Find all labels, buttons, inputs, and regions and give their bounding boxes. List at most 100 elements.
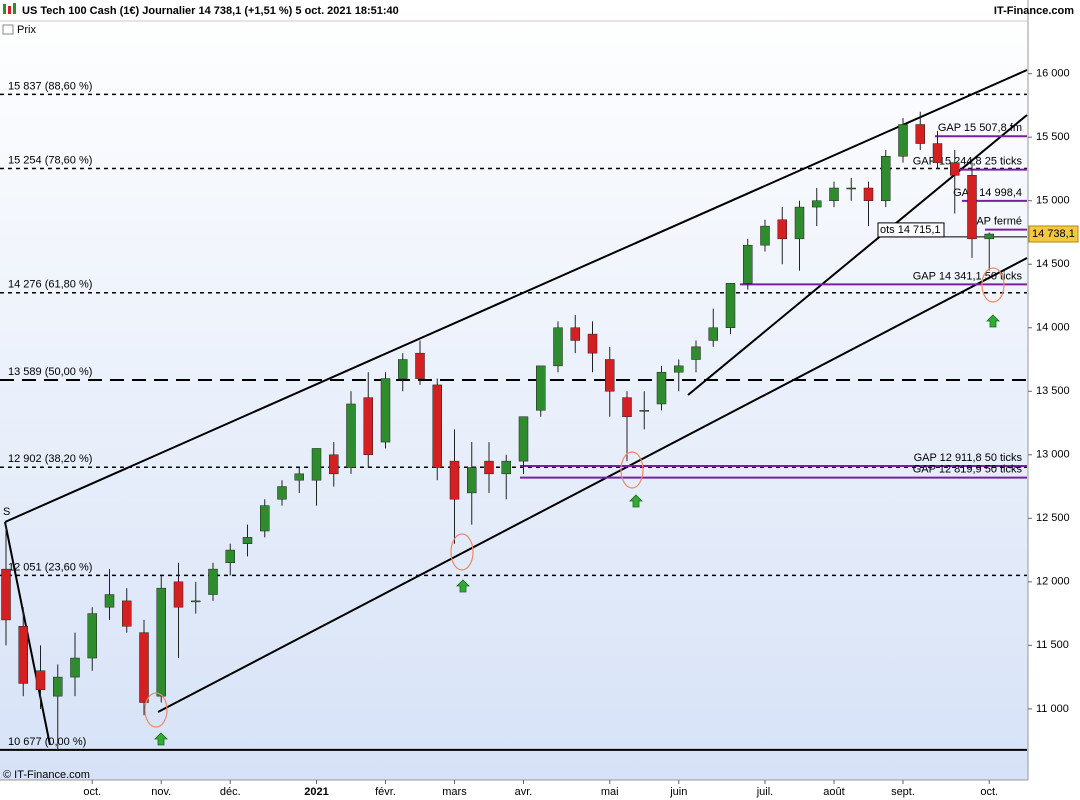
y-tick-label: 15 000: [1036, 195, 1070, 207]
candle-body: [708, 327, 718, 341]
candle-body: [311, 448, 322, 481]
highlight-ellipse: [450, 533, 474, 571]
last-price-box: [1028, 225, 1079, 243]
candle-body: [639, 410, 649, 412]
x-tick-label: oct.: [83, 786, 101, 798]
candle-body: [53, 676, 63, 697]
y-tick-label: 11 500: [1036, 639, 1069, 651]
x-tick-label: déc.: [220, 786, 241, 798]
candle-body: [173, 581, 184, 608]
candle-body: [605, 359, 615, 392]
highlight-ellipse: [981, 267, 1005, 303]
candle-body: [398, 359, 408, 379]
candle-body: [380, 378, 391, 443]
candle-body: [242, 537, 253, 544]
x-tick-label: août: [823, 786, 844, 798]
y-tick-label: 13 000: [1036, 449, 1070, 461]
trend-line: [157, 257, 1028, 713]
x-tick-label: avr.: [515, 786, 533, 798]
candle-body: [932, 143, 943, 163]
x-tick-label: mars: [442, 786, 467, 798]
level-label: 15 254 (78,60 %): [8, 154, 92, 166]
candle-body: [18, 626, 28, 684]
last-price-label: 14 738,1: [1032, 228, 1075, 240]
y-tick-label: 15 500: [1036, 131, 1070, 143]
support-box: [877, 222, 945, 238]
candle-body: [553, 327, 563, 367]
y-tick-label: 11 000: [1036, 703, 1069, 715]
y-tick-label: 12 000: [1036, 576, 1070, 588]
candle-body: [467, 467, 477, 494]
arrows: [154, 314, 1000, 746]
up-arrow: [629, 494, 643, 508]
candle-body: [449, 460, 460, 500]
up-arrow: [456, 579, 470, 593]
level-label: 12 902 (38,20 %): [8, 453, 92, 465]
axis-background: [1028, 0, 1080, 800]
level-label: 15 837 (88,60 %): [8, 80, 92, 92]
candle-body: [104, 594, 115, 608]
x-tick-label: juin: [669, 786, 687, 798]
candle-body: [87, 613, 97, 659]
support-label: ots 14 715,1: [880, 224, 941, 236]
trend-line: [4, 69, 1028, 523]
legend-label: Prix: [17, 24, 36, 36]
candle-body: [950, 162, 960, 176]
candle-body: [967, 175, 977, 240]
candle-body: [329, 454, 339, 475]
candle-body: [277, 486, 287, 500]
candle-body: [432, 384, 442, 468]
trend-lines: [4, 69, 1028, 746]
candle-body: [346, 403, 356, 468]
y-tick-label: 16 000: [1036, 68, 1070, 80]
candle-body: [536, 365, 546, 411]
candle-body: [656, 371, 667, 405]
gap-label: GAP 12 911,8 50 ticks: [914, 452, 1023, 464]
up-arrow: [986, 314, 1000, 328]
candle-body: [1, 568, 11, 621]
gap-label: GAP 15 507,8 fm: [938, 122, 1022, 134]
candle-body: [484, 460, 494, 475]
candle-body: [570, 327, 580, 341]
candle-body: [812, 200, 822, 208]
candle-body: [208, 568, 218, 595]
gap-label: GAP 14 998,4: [953, 187, 1022, 199]
level-label: 14 276 (61,80 %): [8, 279, 92, 291]
level-label: 12 051 (23,60 %): [8, 561, 92, 573]
highlight-ellipse: [144, 692, 168, 728]
candle-body: [984, 233, 994, 240]
candle-body: [70, 657, 80, 678]
gap-label: GAP 15 244,8 25 ticks: [913, 156, 1023, 168]
candle-body: [518, 416, 529, 462]
footer: © IT-Finance.com: [3, 769, 90, 781]
candle-body: [622, 397, 632, 417]
x-tick-label: juil.: [756, 786, 774, 798]
candle-body: [260, 505, 270, 532]
candle-body: [915, 124, 925, 144]
highlights: [144, 267, 1005, 728]
up-arrow: [154, 732, 168, 746]
candle-body: [691, 346, 701, 360]
candle-body: [760, 225, 770, 246]
candle-body: [35, 670, 46, 691]
candle-body: [743, 244, 753, 284]
candle-body: [881, 156, 891, 201]
x-tick-label: sept.: [891, 786, 915, 798]
title-icon: [13, 3, 16, 14]
candle-body: [829, 187, 839, 201]
candle-body: [501, 460, 511, 475]
candle-body: [587, 333, 598, 354]
y-tick-label: 14 000: [1036, 322, 1070, 334]
trend-line: [687, 114, 1028, 396]
candle-body: [363, 397, 373, 456]
x-tick-label: févr.: [375, 786, 396, 798]
level-label: 10 677 (0,00 %): [8, 736, 86, 748]
highlight-ellipse: [620, 451, 644, 489]
candle-body: [674, 365, 684, 373]
candle-body: [225, 549, 235, 564]
gap-label: GAP 12 819,9 50 ticks: [913, 464, 1023, 476]
candle-body: [122, 600, 132, 627]
candle-body: [139, 632, 149, 703]
x-tick-label: mai: [601, 786, 619, 798]
